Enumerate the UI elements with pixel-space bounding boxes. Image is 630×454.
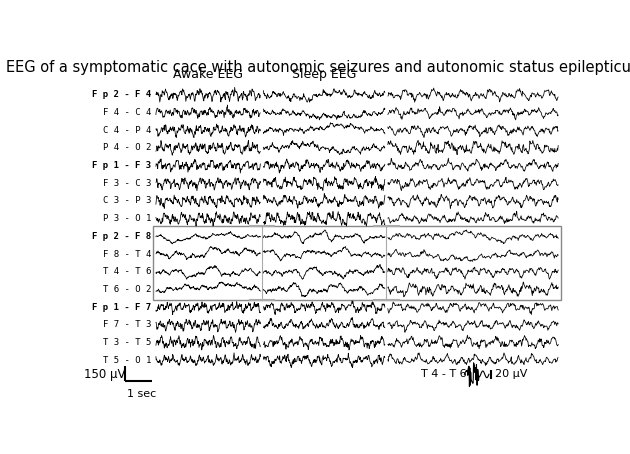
Text: EEG of a symptomatic cace with autonomic seizures and autonomic status epileptic: EEG of a symptomatic cace with autonomic… — [6, 60, 630, 75]
Text: 150 μV: 150 μV — [84, 368, 125, 381]
Text: Awake EEG: Awake EEG — [173, 68, 243, 81]
Text: T 4 - T 6: T 4 - T 6 — [103, 267, 151, 276]
Text: T 6 - O 2: T 6 - O 2 — [103, 285, 151, 294]
Text: F p 1 - F 7: F p 1 - F 7 — [92, 303, 151, 311]
Text: C 4 - P 4: C 4 - P 4 — [103, 126, 151, 135]
Text: F 3 - C 3: F 3 - C 3 — [103, 179, 151, 188]
Text: T 4 - T 6: T 4 - T 6 — [421, 370, 466, 380]
Text: P 4 - O 2: P 4 - O 2 — [103, 143, 151, 153]
Text: F p 1 - F 3: F p 1 - F 3 — [92, 161, 151, 170]
Text: F 4 - C 4: F 4 - C 4 — [103, 108, 151, 117]
Text: T 3 - T 5: T 3 - T 5 — [103, 338, 151, 347]
Text: F p 2 - F 8: F p 2 - F 8 — [92, 232, 151, 241]
Text: T 5 - O 1: T 5 - O 1 — [103, 356, 151, 365]
Text: F p 2 - F 4: F p 2 - F 4 — [92, 90, 151, 99]
Text: 1 sec: 1 sec — [127, 389, 156, 399]
Bar — [153, 226, 561, 300]
Text: Sleep EEG: Sleep EEG — [292, 68, 357, 81]
Text: 20 μV: 20 μV — [495, 370, 527, 380]
Text: F 7 - T 3: F 7 - T 3 — [103, 321, 151, 329]
Text: C 3 - P 3: C 3 - P 3 — [103, 197, 151, 206]
Text: F 8 - T 4: F 8 - T 4 — [103, 250, 151, 259]
Text: P 3 - O 1: P 3 - O 1 — [103, 214, 151, 223]
